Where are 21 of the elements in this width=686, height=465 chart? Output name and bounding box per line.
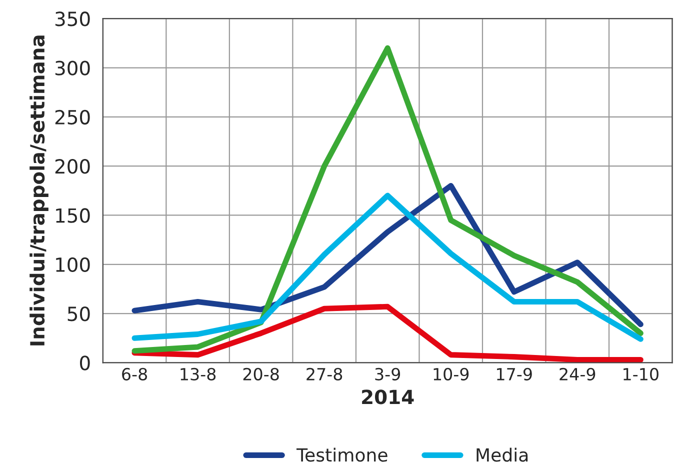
y-tick-label: 50 (68, 306, 90, 322)
x-tick-label: 6-8 (122, 368, 148, 380)
x-tick-label: 3-9 (375, 368, 400, 380)
x-tick-label: 10-9 (434, 368, 469, 380)
y-tick-label: 250 (55, 110, 90, 125)
y-tick-label: 350 (55, 12, 90, 26)
x-axis-title: 2014 (362, 390, 414, 404)
x-tick-label: 1-10 (624, 368, 658, 380)
legend-label: Media (476, 448, 528, 462)
legend-label: Testimone (296, 448, 388, 462)
x-tick-label: 24-9 (560, 368, 596, 380)
y-tick-label: 200 (55, 159, 90, 174)
x-tick-label: 13-8 (180, 368, 216, 380)
x-tick-label: 17-9 (497, 368, 532, 380)
x-tick-label: 27-8 (306, 368, 342, 380)
y-tick-label: 150 (56, 208, 90, 223)
y-axis-title: Individui/trappola/settimana (30, 36, 48, 346)
y-tick-label: 300 (55, 60, 90, 76)
y-tick-label: 0 (80, 356, 90, 370)
y-tick-label: 100 (56, 257, 90, 272)
x-tick-label: 20-8 (243, 368, 279, 380)
